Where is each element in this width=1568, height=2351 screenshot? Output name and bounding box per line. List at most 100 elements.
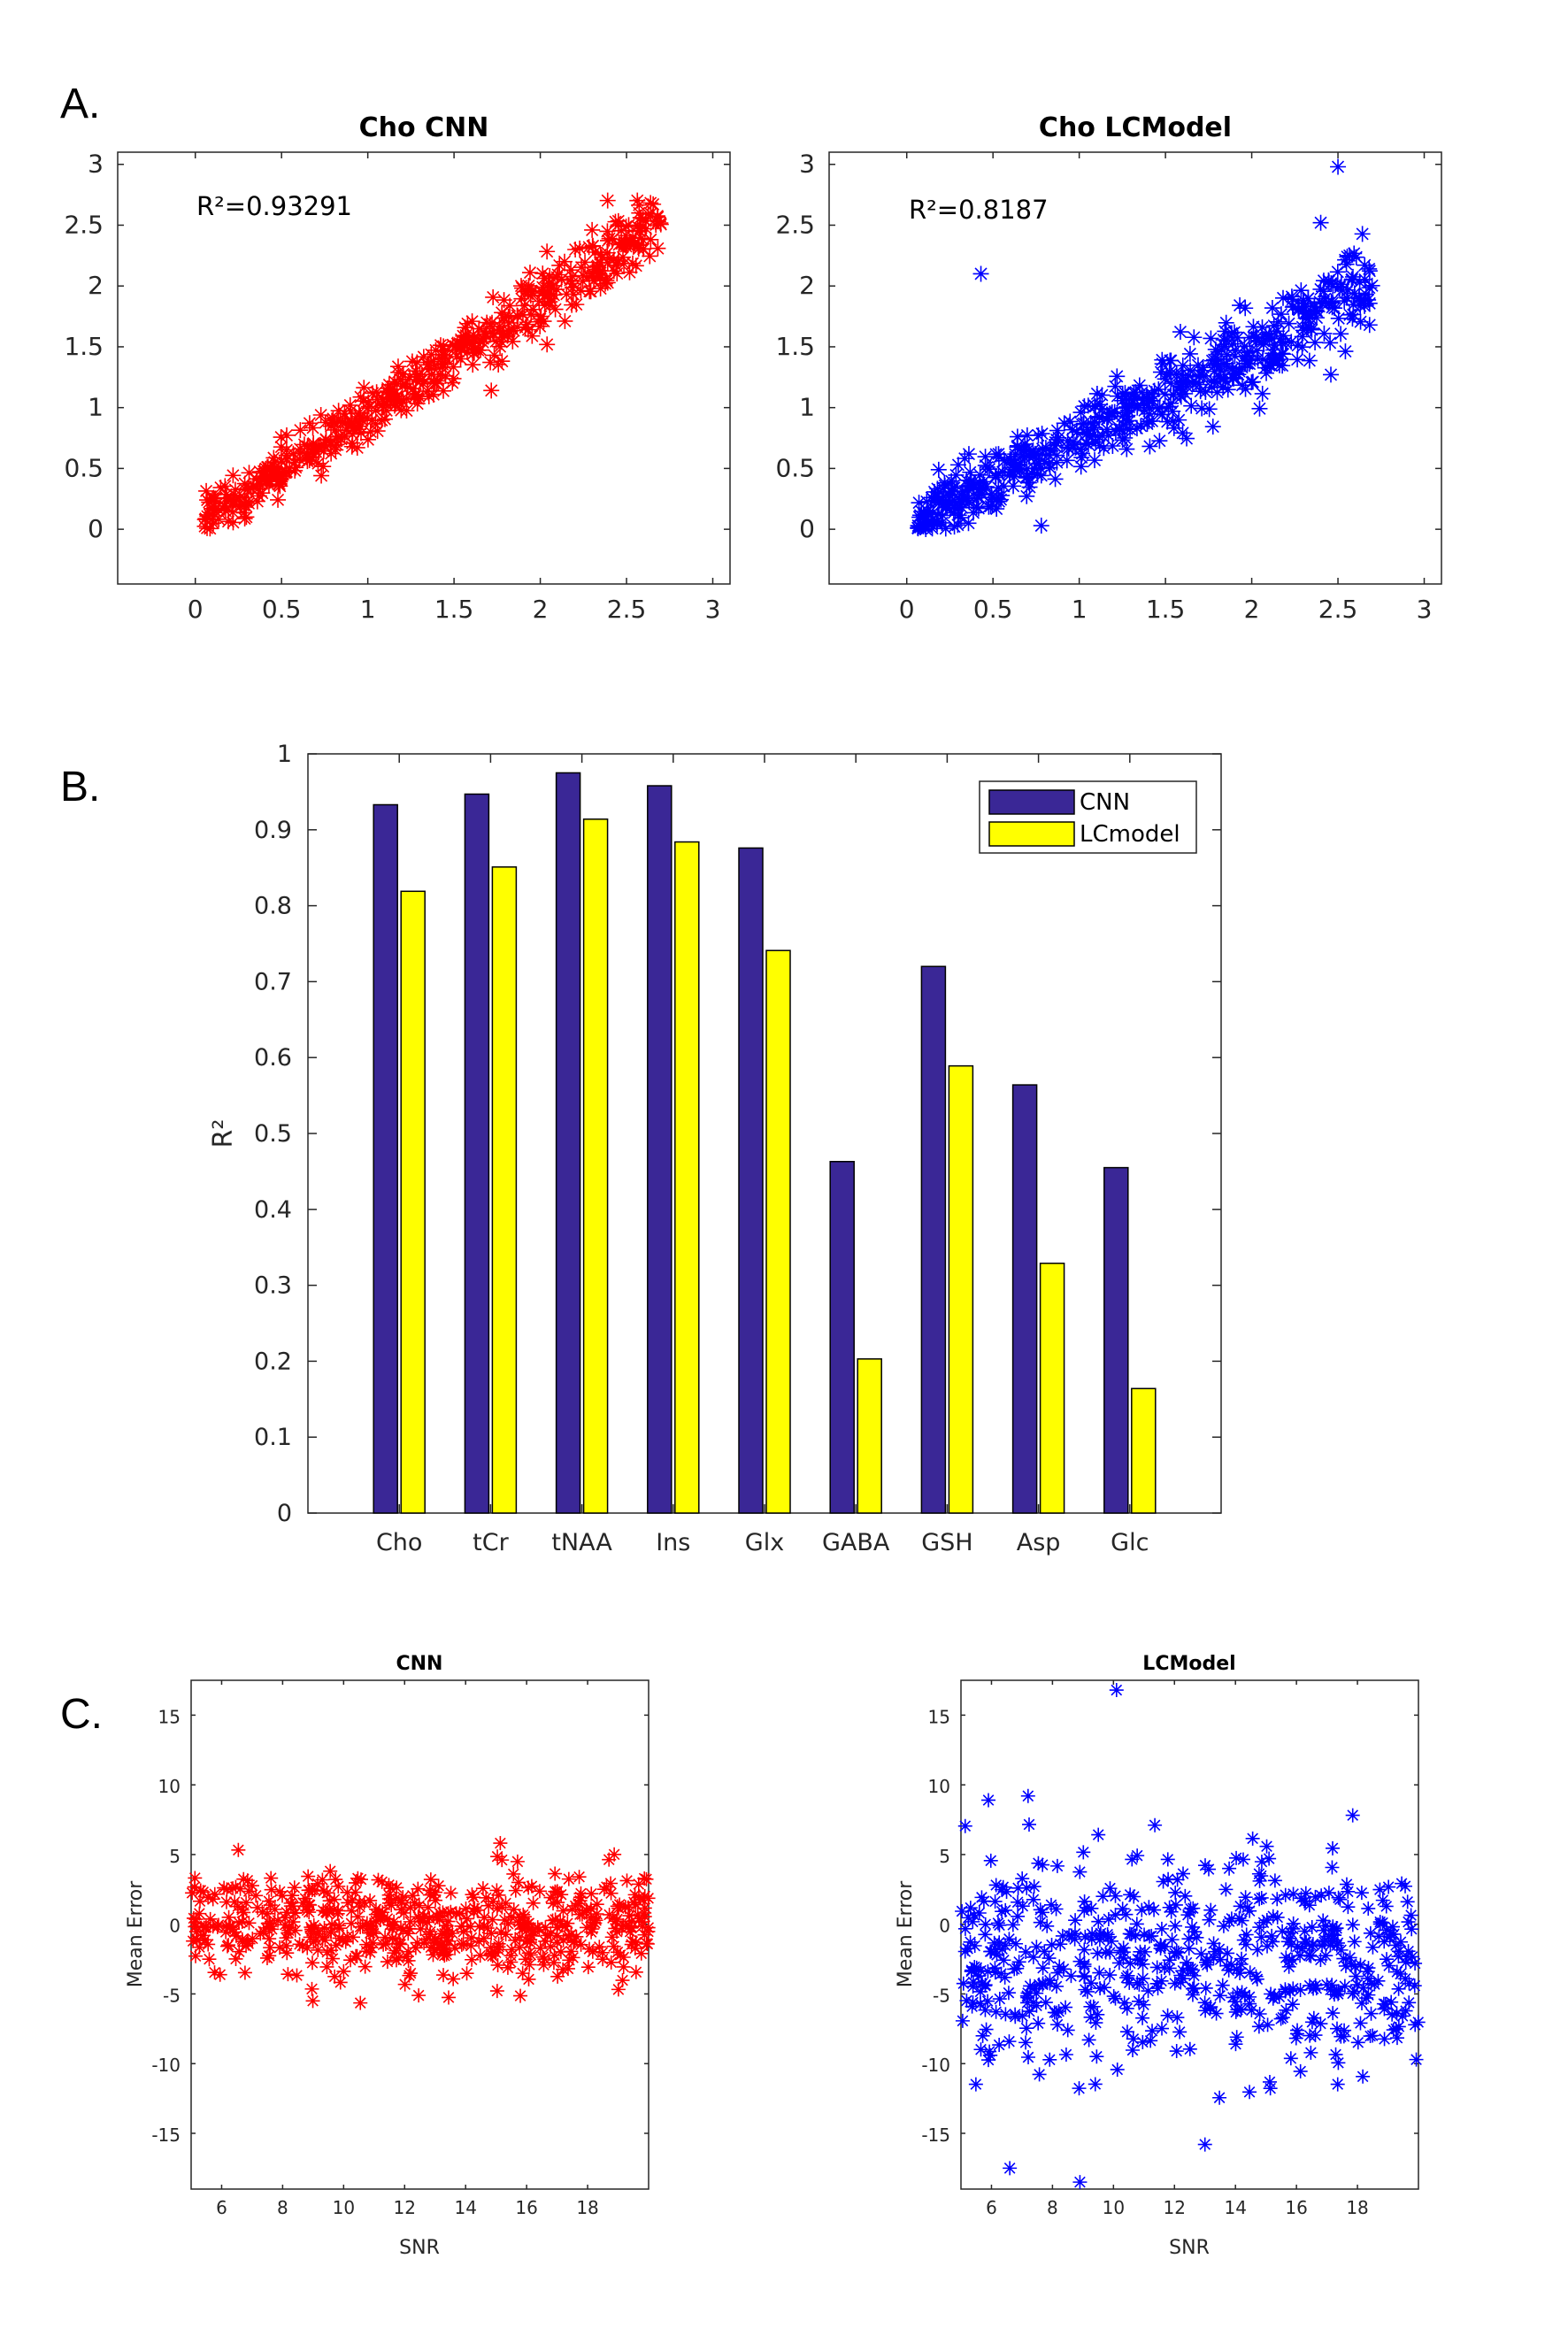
- scatter-point: [1304, 1920, 1319, 1935]
- x-ticks: 0 0.5 1 1.5 2 2.5 3: [188, 152, 720, 624]
- scatter-point: [226, 1922, 241, 1937]
- scatter-point: [632, 1911, 647, 1926]
- scatter-point: [1363, 2029, 1378, 2044]
- scatter-point: [495, 310, 511, 327]
- scatter-point: [1278, 1887, 1293, 1902]
- scatter-points: [185, 1836, 656, 2010]
- scatter-point: [212, 480, 229, 496]
- y-tick-label: 0.5: [775, 453, 815, 482]
- scatter-point: [1080, 436, 1096, 453]
- bar-lcmodel-ins: [674, 841, 700, 1514]
- scatter-point: [974, 1977, 989, 1992]
- scatter-point: [441, 1906, 456, 1921]
- scatter-point: [1128, 420, 1145, 437]
- scatter-point: [390, 364, 407, 380]
- scatter-point: [318, 432, 334, 449]
- x-tick-label: 2: [533, 595, 549, 624]
- scatter-point: [428, 375, 445, 392]
- scatter-point: [960, 515, 977, 532]
- scatter-point: [1126, 384, 1142, 401]
- scatter-point: [459, 343, 476, 360]
- scatter-point: [228, 1879, 243, 1894]
- scatter-point: [538, 1920, 553, 1935]
- scatter-point: [1215, 1978, 1230, 1993]
- scatter-point: [242, 1916, 257, 1931]
- scatter-point: [580, 1920, 595, 1935]
- scatter-point: [536, 288, 553, 304]
- scatter-point: [640, 205, 657, 222]
- scatter-point: [1259, 1839, 1274, 1854]
- scatter-point: [556, 1903, 571, 1918]
- scatter-point: [199, 492, 216, 509]
- scatter-point: [562, 272, 579, 288]
- scatter-point: [1026, 1892, 1041, 1907]
- scatter-point: [973, 1963, 988, 1978]
- scatter-point: [1388, 1938, 1403, 1953]
- scatter-point: [1072, 458, 1089, 475]
- scatter-point: [1183, 397, 1200, 414]
- panel-label-c: C.: [60, 1691, 103, 1738]
- scatter-point: [380, 1911, 395, 1926]
- scatter-point: [198, 1920, 213, 1935]
- y-tick-label: -15: [151, 2124, 181, 2146]
- scatter-point: [639, 1871, 654, 1886]
- scatter-point: [1315, 1938, 1330, 1953]
- scatter-point: [511, 1915, 527, 1930]
- scatter-point: [378, 1936, 393, 1951]
- scatter-point: [1035, 1857, 1050, 1872]
- scatter-point: [911, 495, 927, 511]
- scatter-point: [577, 254, 594, 271]
- scatter-point: [625, 1934, 640, 1949]
- scatter-point: [205, 1892, 220, 1907]
- scatter-point: [1123, 1955, 1138, 1971]
- scatter-point: [279, 1905, 294, 1920]
- scatter-point: [502, 297, 519, 314]
- scatter-point: [963, 1901, 978, 1916]
- y-tick-label: 3: [88, 150, 104, 179]
- scatter-point: [317, 1884, 332, 1899]
- scatter-point: [1157, 386, 1173, 403]
- scatter-point: [1169, 1944, 1184, 1959]
- scatter-point: [364, 1923, 379, 1938]
- scatter-point: [1224, 1957, 1239, 1972]
- scatter-point: [312, 407, 329, 424]
- scatter-point: [1156, 1874, 1171, 1889]
- scatter-point: [1115, 1902, 1130, 1917]
- x-tick-label: 0.5: [262, 595, 302, 624]
- scatter-point: [471, 331, 488, 348]
- scatter-point: [1339, 249, 1356, 265]
- scatter-point: [1308, 1978, 1323, 1993]
- scatter-point: [1093, 1981, 1108, 1996]
- scatter-point: [364, 1940, 379, 1955]
- scatter-point: [930, 495, 947, 511]
- scatter-point: [1311, 294, 1328, 311]
- scatter-point: [411, 373, 428, 389]
- scatter-point: [1319, 1978, 1334, 1993]
- scatter-point: [1297, 310, 1314, 327]
- scatter-point: [1042, 442, 1059, 459]
- scatter-point: [1174, 357, 1191, 374]
- scatter-point: [474, 330, 491, 347]
- scatter-point: [1286, 1886, 1301, 1902]
- scatter-point: [1255, 351, 1272, 368]
- bar-lcmodel-asp: [1039, 1262, 1065, 1514]
- scatter-point: [1360, 1971, 1375, 1986]
- scatter-point: [1152, 364, 1169, 380]
- scatter-point: [292, 441, 309, 457]
- x-tick-label: 16: [515, 2197, 537, 2218]
- scatter-point: [1183, 1902, 1198, 1917]
- scatter-point: [1336, 2029, 1351, 2044]
- scatter-point: [401, 1944, 416, 1959]
- scatter-point: [1077, 1942, 1092, 1957]
- scatter-point: [1126, 391, 1143, 408]
- plot-frame: [960, 1679, 1419, 2190]
- scatter-point: [1323, 275, 1340, 292]
- scatter-point: [1175, 1963, 1190, 1978]
- scatter-point: [543, 1890, 558, 1905]
- scatter-point: [1285, 1997, 1300, 2012]
- scatter-point: [1258, 365, 1275, 381]
- scatter-point: [1118, 1907, 1134, 1922]
- scatter-point: [524, 1878, 539, 1894]
- scatter-point: [637, 1909, 652, 1925]
